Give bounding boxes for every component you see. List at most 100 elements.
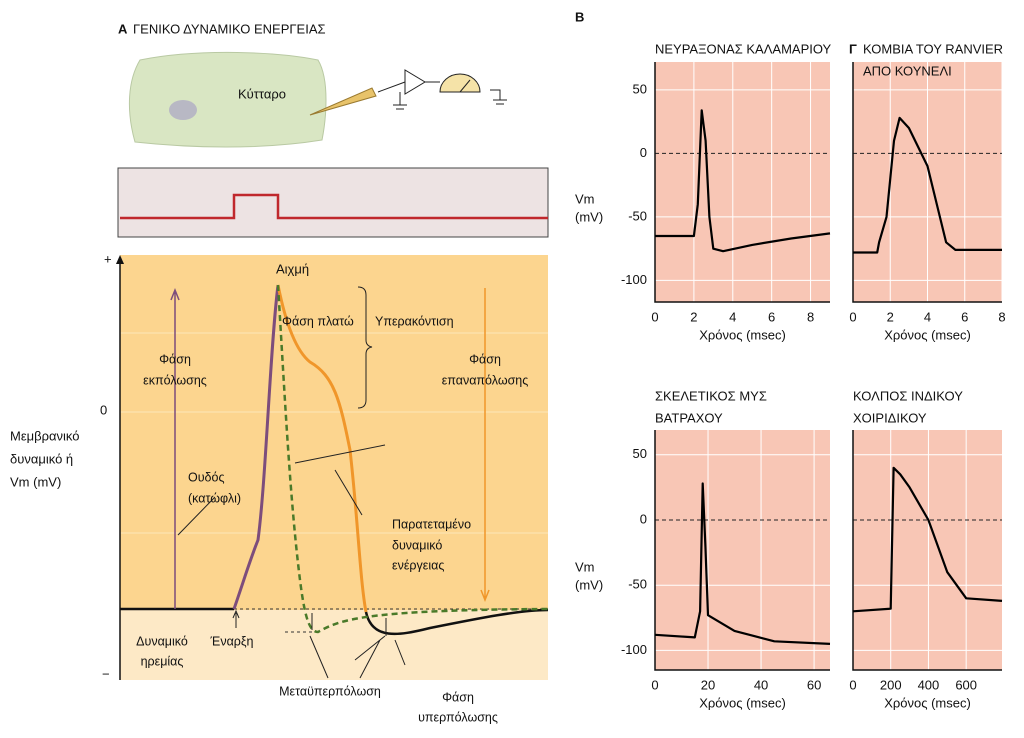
x-tick-label: 0 — [849, 309, 856, 324]
plot-background — [853, 430, 1002, 670]
y-label: Vm (mV) — [10, 474, 61, 489]
y-label: δυναμικό ή — [10, 451, 73, 466]
x-tick-label: 600 — [955, 677, 977, 692]
x-label: Χρόνος (msec) — [699, 327, 786, 342]
onset-label: Έναρξη — [210, 634, 254, 648]
resting-label: ηρεμίας — [141, 654, 184, 668]
data-line — [654, 482, 831, 645]
depol-arrow — [170, 287, 180, 609]
leader-lines — [177, 444, 406, 679]
y-label: (mV) — [575, 577, 603, 592]
x-tick-label: 8 — [807, 309, 814, 324]
panel-letter: B — [575, 9, 584, 24]
x-tick-label: 6 — [961, 309, 968, 324]
x-tick-label: 0 — [651, 677, 658, 692]
x-tick-label: 0 — [849, 677, 856, 692]
chart-title: ΚΟΜΒΙΑ ΤΟΥ RANVIER — [863, 41, 1003, 56]
x-tick-label: 0 — [651, 309, 658, 324]
axis-frame — [654, 62, 830, 303]
ap-axis-arrow — [116, 255, 124, 264]
plot-background — [655, 430, 830, 670]
data-line — [853, 116, 1002, 254]
afterhyper-label: Μεταϋπερπόλωση — [279, 684, 381, 698]
reference-dash — [234, 608, 548, 633]
circuit — [377, 69, 507, 110]
nucleus — [169, 100, 197, 120]
meter-needle — [459, 79, 471, 93]
axis-frame — [654, 430, 830, 671]
axis-minus: − — [102, 666, 110, 681]
prolonged-label: Παρατεταμένο — [392, 517, 471, 531]
cell — [128, 51, 327, 148]
chart-title: ΒΑΤΡΑΧΟΥ — [655, 410, 723, 425]
chart-title: ΑΠΟ ΚΟΥΝΕΛΙ — [863, 63, 952, 78]
x-tick-label: 8 — [998, 309, 1005, 324]
resting-label: Δυναμικό — [136, 634, 188, 648]
chart-title: ΚΟΛΠΟΣ ΙΝΔΙΚΟΥ — [853, 388, 963, 403]
chart-title: ΧΟΙΡΙΔΙΚΟΥ — [853, 410, 927, 425]
panel-letter: Α — [118, 21, 128, 36]
repol-label: Φάση — [469, 352, 501, 366]
repolarization-curve — [276, 284, 368, 613]
prolonged-label: ενέργειας — [392, 558, 444, 572]
depol-label: Φάση — [159, 352, 191, 366]
plateau-label: Φάση πλατώ — [282, 314, 354, 328]
x-tick-label: 6 — [768, 309, 775, 324]
axis-frame — [852, 430, 1002, 671]
x-tick-label: 2 — [887, 309, 894, 324]
x-tick-label: 40 — [754, 677, 768, 692]
y-label: (mV) — [575, 209, 603, 224]
threshold-label: Ουδός — [188, 470, 225, 484]
y-tick-label: 50 — [633, 81, 647, 96]
threshold-label: (κατώφλι) — [188, 491, 241, 505]
depol-label: εκπόλωσης — [143, 373, 207, 387]
panel-title: ΓΕΝΙΚΟ ΔΥΝΑΜΙΚΟ ΕΝΕΡΓΕΙΑΣ — [133, 21, 326, 36]
hyper-label: υπερπόλωσης — [418, 710, 498, 724]
data-line — [655, 109, 831, 253]
axis-plus: + — [104, 251, 112, 266]
y-tick-label: 0 — [640, 145, 647, 160]
x-tick-label: 60 — [807, 677, 821, 692]
prolonged-label: δυναμικό — [392, 538, 442, 552]
ap-background-low — [120, 610, 548, 680]
meter — [439, 73, 481, 93]
stimulus-trace — [120, 193, 548, 220]
ap-background — [120, 255, 548, 610]
x-label: Χρόνος (msec) — [699, 695, 786, 710]
x-tick-label: 4 — [924, 309, 931, 324]
electrode — [309, 87, 377, 116]
short-ap-curve — [276, 284, 549, 634]
chart-title: ΣΚΕΛΕΤΙΚΟΣ ΜΥΣ — [655, 388, 767, 403]
x-label: Χρόνος (msec) — [884, 327, 971, 342]
ap-guides — [120, 332, 548, 534]
y-tick-label: -50 — [628, 208, 647, 223]
x-tick-label: 200 — [880, 677, 902, 692]
x-tick-label: 20 — [701, 677, 715, 692]
y-tick-label: 50 — [633, 446, 647, 461]
y-tick-label: -100 — [621, 272, 647, 287]
y-tick-label: -100 — [621, 642, 647, 657]
chart-title: ΝΕΥΡΑΞΟΝΑΣ ΚΑΛΑΜΑΡΙΟΥ — [655, 41, 832, 56]
data-line — [852, 466, 1003, 613]
peak-label: Αιχμή — [276, 261, 309, 276]
y-tick-label: -50 — [628, 577, 647, 592]
x-tick-label: 400 — [918, 677, 940, 692]
y-label: Vm — [575, 191, 595, 206]
repol-arrow — [480, 288, 490, 603]
repol-label: επαναπόλωσης — [442, 373, 529, 387]
axis-zero: 0 — [100, 402, 107, 417]
panel-letter: Γ — [849, 41, 857, 56]
x-tick-label: 4 — [729, 309, 736, 324]
x-tick-label: 2 — [690, 309, 697, 324]
plot-background — [655, 62, 830, 302]
depolarization-curve — [232, 284, 280, 610]
y-label: Vm — [575, 559, 595, 574]
overshoot-label: Υπερακόντιση — [375, 314, 454, 328]
hyper-curve — [364, 608, 549, 636]
cell-label: Κύτταρο — [238, 86, 286, 101]
y-tick-label: 0 — [640, 511, 647, 526]
y-label: Μεμβρανικό — [10, 428, 79, 443]
x-label: Χρόνος (msec) — [884, 695, 971, 710]
hyper-label: Φάση — [442, 690, 474, 704]
